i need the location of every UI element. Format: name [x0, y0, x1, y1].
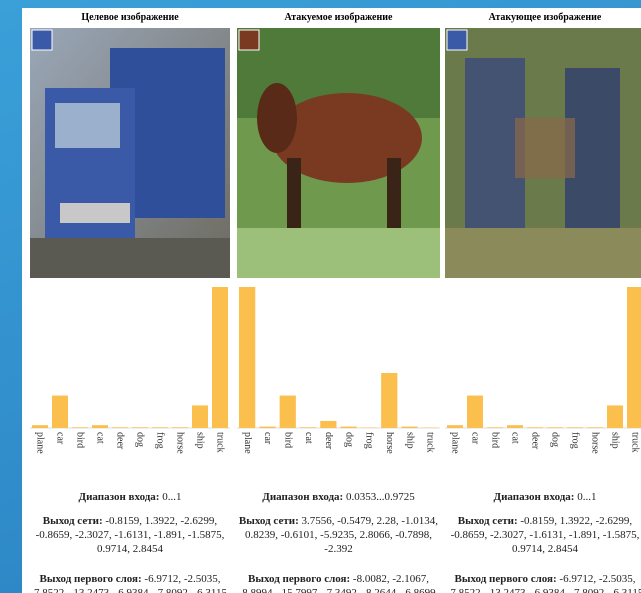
- bar-chart: plane car bird cat deer dog frog horse ship truck: [237, 287, 440, 454]
- x-tick-label: horse: [384, 432, 395, 454]
- bar: [587, 427, 603, 428]
- x-tick-label: frog: [155, 432, 166, 449]
- layer-line: Выход первого слоя: -6.9712, -2.5035, -7…: [445, 572, 641, 593]
- output-line: Выход сети: -0.8159, 1.3922, -2.6299, -0…: [445, 514, 641, 556]
- x-tick-label: truck: [630, 432, 641, 453]
- bar: [152, 427, 168, 428]
- x-tick-label: frog: [570, 432, 581, 449]
- panel-title: Целевое изображение: [81, 12, 179, 23]
- value: -6.9712, -2.5035, -7.8522, -13.2473, -6.…: [30, 573, 230, 593]
- label: Выход сети:: [457, 515, 518, 527]
- bar: [259, 426, 276, 428]
- x-tick-label: horse: [175, 432, 186, 454]
- bar-chart: plane car bird cat deer dog frog horse ship truck: [30, 287, 230, 454]
- panel: Целевое изображение plane car bird cat deer d…: [30, 8, 230, 593]
- x-tick-label: truck: [215, 432, 226, 453]
- x-tick-label: car: [470, 432, 481, 445]
- bar: [527, 427, 543, 428]
- x-tick-label: deer: [530, 432, 541, 450]
- bar: [279, 395, 296, 428]
- x-tick-label: plane: [242, 432, 253, 454]
- x-tick-label: deer: [115, 432, 126, 450]
- value: -0.8159, 1.3922, -2.6299, -0.8659, -2.30…: [35, 515, 225, 555]
- bar: [72, 427, 88, 428]
- bar: [607, 405, 623, 428]
- bar: [192, 405, 208, 428]
- image: [30, 28, 230, 278]
- label: Выход первого слоя:: [454, 573, 557, 585]
- value: -0.8159, 1.3922, -2.6299, -0.8659, -2.30…: [450, 515, 640, 555]
- bar: [32, 425, 48, 428]
- x-tick-label: ship: [195, 432, 206, 449]
- range-line: Диапазон входа: 0.0353...0.9725: [237, 490, 440, 504]
- x-tick-label: ship: [404, 432, 415, 449]
- image: [445, 28, 641, 278]
- x-tick-label: ship: [610, 432, 621, 449]
- bar: [299, 427, 317, 428]
- value: 0.0353...0.9725: [345, 491, 415, 503]
- x-tick-label: cat: [303, 432, 314, 444]
- bar: [239, 287, 256, 428]
- panel-title: Атакующее изображение: [488, 12, 602, 23]
- bar: [172, 427, 188, 428]
- bar: [320, 420, 337, 428]
- bar: [340, 426, 357, 428]
- panel-title: Атакуемое изображение: [284, 12, 393, 23]
- x-tick-label: plane: [450, 432, 461, 454]
- panel: Атакующее изображение plane car bird cat dee…: [445, 8, 641, 593]
- bar: [212, 287, 228, 428]
- panel: Атакуемое изображение plane car bird cat dee…: [237, 8, 440, 593]
- bar: [92, 425, 108, 428]
- bar: [132, 427, 148, 428]
- bar: [401, 426, 418, 428]
- value: 0...1: [577, 491, 597, 503]
- label: Выход первого слоя:: [248, 573, 351, 585]
- x-tick-label: horse: [590, 432, 601, 454]
- output-line: Выход сети: 3.7556, -0.5479, 2.28, -1.01…: [237, 514, 440, 556]
- x-tick-label: car: [55, 432, 66, 445]
- bar-chart: plane car bird cat deer dog frog horse ship truck: [445, 287, 641, 454]
- x-tick-label: frog: [364, 432, 375, 449]
- bar: [467, 395, 483, 428]
- label: Выход сети:: [42, 515, 103, 527]
- value: -8.0082, -2.1067, -8.8994, -15.7997, -7.…: [238, 573, 439, 593]
- range-line: Диапазон входа: 0...1: [30, 490, 230, 504]
- x-tick-label: dog: [343, 432, 354, 447]
- label: Диапазон входа:: [262, 491, 344, 503]
- bar: [112, 427, 128, 428]
- x-tick-label: bird: [75, 432, 86, 448]
- label: Диапазон входа:: [78, 491, 160, 503]
- output-line: Выход сети: -0.8159, 1.3922, -2.6299, -0…: [30, 514, 230, 556]
- x-tick-label: bird: [490, 432, 501, 448]
- x-tick-label: plane: [35, 432, 46, 454]
- page: Целевое изображение plane car bird cat deer d…: [22, 8, 641, 593]
- x-tick-label: deer: [323, 432, 334, 450]
- bar: [52, 395, 68, 428]
- bar: [381, 373, 398, 428]
- x-tick-label: car: [262, 432, 273, 445]
- x-tick-label: truck: [425, 432, 436, 453]
- x-tick-label: cat: [95, 432, 106, 444]
- bar: [507, 425, 523, 428]
- range-line: Диапазон входа: 0...1: [445, 490, 641, 504]
- layer-line: Выход первого слоя: -6.9712, -2.5035, -7…: [30, 572, 230, 593]
- label: Выход первого слоя:: [39, 573, 142, 585]
- value: 0...1: [162, 491, 182, 503]
- bar: [447, 425, 463, 428]
- bar: [627, 287, 641, 428]
- x-tick-label: cat: [510, 432, 521, 444]
- bar: [567, 427, 583, 428]
- label: Выход сети:: [238, 515, 299, 527]
- value: 3.7556, -0.5479, 2.28, -1.0134, 0.8239, …: [245, 515, 439, 555]
- x-tick-label: bird: [282, 432, 293, 448]
- x-tick-label: dog: [135, 432, 146, 447]
- bar: [547, 427, 563, 428]
- x-tick-label: dog: [550, 432, 561, 447]
- value: -6.9712, -2.5035, -7.8522, -13.2473, -6.…: [446, 573, 641, 593]
- image: [237, 28, 440, 278]
- bar: [487, 427, 503, 428]
- label: Диапазон входа:: [493, 491, 575, 503]
- layer-line: Выход первого слоя: -8.0082, -2.1067, -8…: [237, 572, 440, 593]
